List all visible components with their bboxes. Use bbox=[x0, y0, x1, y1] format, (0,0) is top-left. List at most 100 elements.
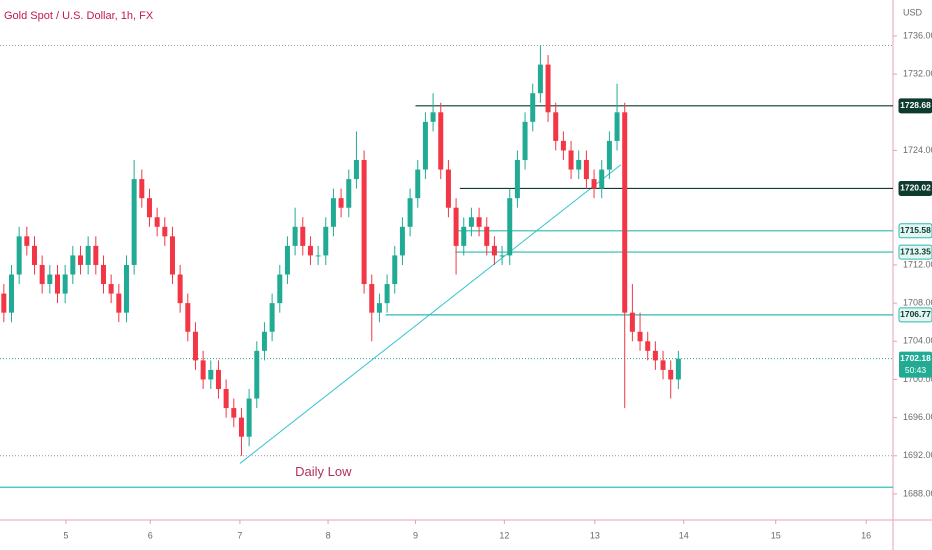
candle-body bbox=[407, 198, 413, 227]
candle-body bbox=[1, 293, 7, 313]
candle-body bbox=[499, 255, 505, 257]
candle-body bbox=[415, 169, 421, 199]
x-tick-label: 12 bbox=[499, 530, 509, 540]
candle-body bbox=[238, 417, 244, 437]
candle-body bbox=[553, 112, 559, 141]
candle-body bbox=[277, 274, 283, 304]
candle-body bbox=[131, 179, 137, 265]
y-tick-label: 1704.00 bbox=[903, 336, 932, 346]
candle-body bbox=[453, 207, 459, 246]
x-tick-label: 6 bbox=[148, 530, 153, 540]
candle-body bbox=[169, 236, 175, 275]
candle-body bbox=[530, 93, 536, 122]
candle-body bbox=[430, 112, 436, 122]
x-tick-label: 5 bbox=[63, 530, 68, 540]
candle-body bbox=[545, 64, 551, 113]
candle-body bbox=[346, 179, 352, 208]
y-tick-label: 1696.00 bbox=[903, 412, 932, 422]
annotation: Daily Low bbox=[295, 464, 352, 479]
candle-body bbox=[491, 245, 497, 256]
candle-body bbox=[223, 388, 229, 409]
candle-body bbox=[399, 226, 405, 256]
candle-body bbox=[675, 358, 681, 380]
candle-body bbox=[154, 217, 160, 227]
candle-body bbox=[108, 284, 114, 294]
candle-body bbox=[8, 274, 14, 313]
candle-body bbox=[576, 160, 582, 170]
candle-body bbox=[93, 245, 99, 265]
candle-body bbox=[338, 198, 344, 208]
candle-body bbox=[445, 169, 451, 208]
y-tick-label: 1700.00 bbox=[903, 374, 932, 384]
candle-body bbox=[54, 274, 60, 294]
candle-body bbox=[660, 360, 666, 370]
candle-body bbox=[269, 303, 275, 332]
candle-body bbox=[70, 255, 76, 275]
candle-body bbox=[476, 217, 482, 227]
level-label: 1713.35 bbox=[900, 246, 931, 256]
y-tick-label: 1736.00 bbox=[903, 30, 932, 40]
candle-body bbox=[622, 112, 628, 313]
candle-body bbox=[361, 160, 367, 285]
level-label: 1706.77 bbox=[900, 309, 931, 319]
candle-body bbox=[376, 303, 382, 313]
candle-body bbox=[668, 369, 674, 380]
candle-body bbox=[537, 64, 543, 94]
candle-body bbox=[468, 217, 474, 227]
candle-body bbox=[100, 264, 106, 285]
candle-body bbox=[284, 245, 290, 275]
candle-body bbox=[614, 112, 620, 141]
candle-body bbox=[522, 121, 528, 161]
candle-body bbox=[392, 255, 398, 285]
candle-body bbox=[599, 169, 605, 189]
candle-body bbox=[292, 226, 298, 246]
candle-body bbox=[514, 160, 520, 199]
candle-body bbox=[323, 226, 329, 256]
candle-body bbox=[645, 341, 651, 351]
candle-body bbox=[231, 408, 237, 418]
candle-body bbox=[629, 312, 635, 332]
candle-body bbox=[39, 264, 45, 285]
y-tick-label: 1732.00 bbox=[903, 69, 932, 79]
candle-body bbox=[307, 245, 313, 256]
level-label: 1728.68 bbox=[900, 100, 931, 110]
candle-body bbox=[123, 264, 129, 313]
candle-body bbox=[162, 226, 168, 237]
candle-body bbox=[62, 274, 68, 294]
candle-body bbox=[461, 226, 467, 246]
candle-body bbox=[24, 236, 30, 246]
candle-body bbox=[215, 369, 221, 389]
x-tick-label: 16 bbox=[861, 530, 871, 540]
y-tick-label: 1688.00 bbox=[903, 488, 932, 498]
candle-body bbox=[507, 198, 513, 256]
candle-body bbox=[353, 160, 359, 180]
chart-title: Gold Spot / U.S. Dollar, 1h, FX bbox=[4, 10, 154, 22]
candle-body bbox=[200, 360, 206, 380]
last-price-box bbox=[899, 351, 932, 378]
level-label-box bbox=[898, 307, 932, 323]
candle-body bbox=[315, 255, 321, 257]
y-tick-label: 1724.00 bbox=[903, 145, 932, 155]
candle-body bbox=[246, 398, 252, 437]
x-tick-label: 7 bbox=[237, 530, 242, 540]
candle-body bbox=[177, 274, 183, 304]
candle-body bbox=[330, 198, 336, 227]
candle-body bbox=[568, 150, 574, 170]
candle-body bbox=[261, 331, 267, 351]
candle-body bbox=[384, 284, 390, 304]
candle-body bbox=[637, 331, 643, 342]
candle-body bbox=[484, 226, 490, 246]
candle-body bbox=[591, 179, 597, 189]
countdown-label: 50:43 bbox=[905, 365, 927, 375]
x-tick-label: 13 bbox=[590, 530, 600, 540]
candle-body bbox=[85, 245, 91, 265]
candle-body bbox=[606, 140, 612, 170]
candle-body bbox=[192, 331, 198, 361]
candle-body bbox=[583, 160, 589, 180]
x-tick-label: 15 bbox=[771, 530, 781, 540]
candle-body bbox=[16, 236, 22, 275]
candle-body bbox=[438, 112, 444, 170]
currency-label: USD bbox=[903, 7, 923, 17]
candle-body bbox=[31, 245, 37, 265]
